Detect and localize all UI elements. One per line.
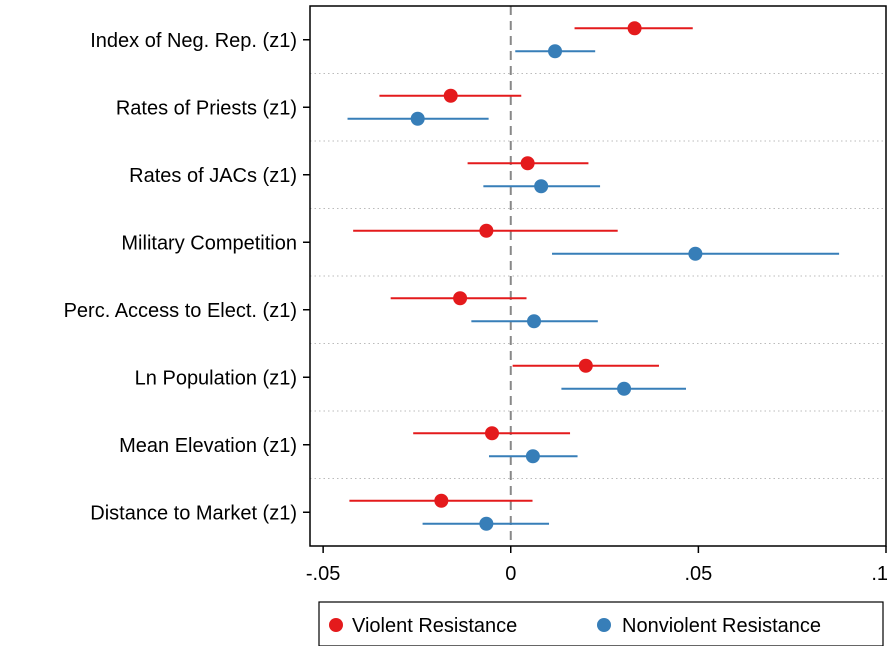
point-estimate xyxy=(688,246,703,261)
legend-marker-nonviolent xyxy=(597,618,611,632)
point-estimate xyxy=(534,179,549,194)
point-estimate xyxy=(410,111,425,126)
point-estimate xyxy=(627,21,642,36)
category-label: Rates of Priests (z1) xyxy=(116,97,297,119)
grid-layer xyxy=(310,73,886,479)
axis-layer: Index of Neg. Rep. (z1) Rates of Priests … xyxy=(64,30,888,585)
point-estimate xyxy=(520,156,535,171)
category-label: Index of Neg. Rep. (z1) xyxy=(90,30,297,52)
category-label: Rates of JACs (z1) xyxy=(129,165,297,187)
legend-label-nonviolent: Nonviolent Resistance xyxy=(622,615,821,637)
category-label: Mean Elevation (z1) xyxy=(119,435,297,457)
x-tick-label: 0 xyxy=(505,563,516,585)
point-estimate xyxy=(548,44,563,59)
point-estimate xyxy=(484,426,499,441)
legend-marker-violent xyxy=(329,618,343,632)
point-estimate xyxy=(479,223,494,238)
point-estimate xyxy=(443,88,458,103)
marks-layer xyxy=(347,21,840,531)
category-label: Perc. Access to Elect. (z1) xyxy=(64,300,297,322)
point-estimate xyxy=(453,291,468,306)
x-tick-label: .05 xyxy=(684,563,712,585)
category-label: Military Competition xyxy=(121,232,297,254)
point-estimate xyxy=(479,516,494,531)
point-estimate xyxy=(617,381,632,396)
category-label: Distance to Market (z1) xyxy=(90,502,297,524)
legend-label-violent: Violent Resistance xyxy=(352,615,517,637)
x-tick-label: -.05 xyxy=(306,563,340,585)
point-estimate xyxy=(527,314,542,329)
category-label: Ln Population (z1) xyxy=(135,367,297,389)
point-estimate xyxy=(525,449,540,464)
plot-frame xyxy=(309,5,887,547)
point-estimate xyxy=(578,358,593,373)
legend: Violent Resistance Nonviolent Resistance xyxy=(318,601,884,646)
x-tick-label: .1 xyxy=(871,563,888,585)
point-estimate xyxy=(434,493,449,508)
